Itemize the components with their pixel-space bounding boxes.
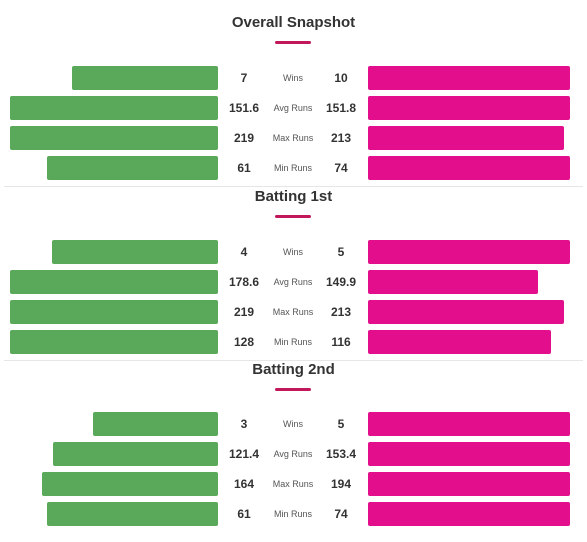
left-value: 4 xyxy=(240,245,248,259)
left-value: 61 xyxy=(237,161,251,175)
stat-row-max-runs: 219 Max Runs 213 xyxy=(0,300,587,324)
section-title: Batting 1st xyxy=(254,188,333,205)
right-bar xyxy=(368,240,570,264)
right-value: 153.4 xyxy=(325,447,357,461)
right-value: 74 xyxy=(334,507,348,521)
stat-row-wins: 7 Wins 10 xyxy=(0,66,587,90)
right-bar xyxy=(368,442,570,466)
metric-label: Wins xyxy=(283,247,303,257)
title-underline xyxy=(275,41,311,44)
left-value: 7 xyxy=(240,71,248,85)
left-value: 164 xyxy=(233,477,255,491)
stat-row-avg-runs: 121.4 Avg Runs 153.4 xyxy=(0,442,587,466)
left-bar xyxy=(10,96,218,120)
right-value: 5 xyxy=(337,245,345,259)
metric-label: Wins xyxy=(283,419,303,429)
right-value: 10 xyxy=(334,71,348,85)
stat-row-avg-runs: 151.6 Avg Runs 151.8 xyxy=(0,96,587,120)
right-value: 5 xyxy=(337,417,345,431)
right-bar xyxy=(368,270,538,294)
left-value: 151.6 xyxy=(228,101,260,115)
left-bar xyxy=(10,300,218,324)
right-value: 213 xyxy=(330,131,352,145)
stat-row-wins: 3 Wins 5 xyxy=(0,412,587,436)
stat-row-max-runs: 219 Max Runs 213 xyxy=(0,126,587,150)
right-bar xyxy=(368,300,564,324)
section-divider xyxy=(4,186,583,187)
stat-row-min-runs: 61 Min Runs 74 xyxy=(0,502,587,526)
left-bar xyxy=(47,502,218,526)
right-bar xyxy=(368,156,570,180)
left-bar xyxy=(10,330,218,354)
right-bar xyxy=(368,66,570,90)
metric-label: Min Runs xyxy=(273,509,312,519)
section-divider xyxy=(4,360,583,361)
metric-label: Wins xyxy=(283,73,303,83)
left-value: 3 xyxy=(240,417,248,431)
left-bar xyxy=(52,240,218,264)
left-bar xyxy=(47,156,218,180)
stat-row-min-runs: 128 Min Runs 116 xyxy=(0,330,587,354)
left-value: 219 xyxy=(233,305,255,319)
metric-label: Min Runs xyxy=(273,337,312,347)
metric-label: Min Runs xyxy=(273,163,312,173)
right-value: 149.9 xyxy=(325,275,357,289)
left-value: 178.6 xyxy=(228,275,260,289)
right-value: 194 xyxy=(330,477,352,491)
left-bar xyxy=(10,270,218,294)
section-title: Batting 2nd xyxy=(252,361,335,378)
right-bar xyxy=(368,96,570,120)
stat-row-wins: 4 Wins 5 xyxy=(0,240,587,264)
stat-row-avg-runs: 178.6 Avg Runs 149.9 xyxy=(0,270,587,294)
right-bar xyxy=(368,502,570,526)
right-value: 116 xyxy=(331,335,351,349)
left-value: 61 xyxy=(237,507,251,521)
metric-label: Avg Runs xyxy=(273,449,313,459)
metric-label: Max Runs xyxy=(272,133,314,143)
left-value: 121.4 xyxy=(228,447,260,461)
title-underline xyxy=(275,388,311,391)
left-bar xyxy=(42,472,218,496)
title-underline xyxy=(275,215,311,218)
left-bar xyxy=(10,126,218,150)
right-bar xyxy=(368,126,564,150)
right-bar xyxy=(368,412,570,436)
left-bar xyxy=(72,66,218,90)
right-value: 213 xyxy=(330,305,352,319)
left-bar xyxy=(93,412,218,436)
stat-row-min-runs: 61 Min Runs 74 xyxy=(0,156,587,180)
left-bar xyxy=(53,442,218,466)
metric-label: Max Runs xyxy=(272,307,314,317)
stat-row-max-runs: 164 Max Runs 194 xyxy=(0,472,587,496)
right-value: 151.8 xyxy=(325,101,357,115)
metric-label: Avg Runs xyxy=(273,103,313,113)
right-bar xyxy=(368,472,570,496)
left-value: 128 xyxy=(233,335,255,349)
right-bar xyxy=(368,330,551,354)
left-value: 219 xyxy=(233,131,255,145)
metric-label: Max Runs xyxy=(272,479,314,489)
right-value: 74 xyxy=(334,161,348,175)
section-title: Overall Snapshot xyxy=(231,14,356,31)
metric-label: Avg Runs xyxy=(273,277,313,287)
